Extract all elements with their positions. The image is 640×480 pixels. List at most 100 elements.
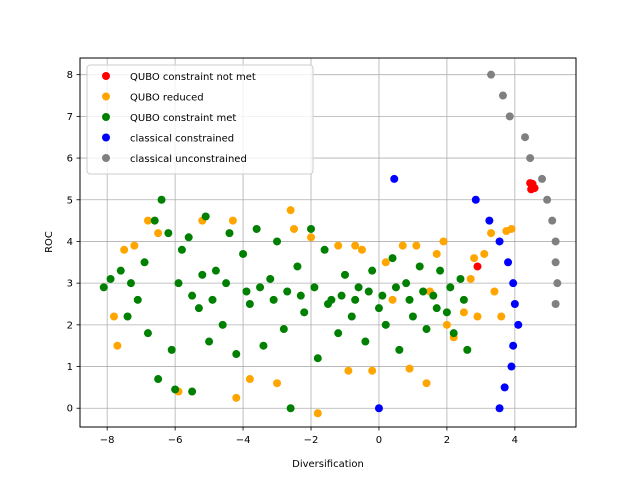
data-point bbox=[507, 224, 516, 233]
data-point bbox=[398, 241, 407, 250]
data-point bbox=[201, 212, 210, 221]
data-point bbox=[551, 258, 560, 267]
data-point bbox=[232, 393, 241, 402]
data-point bbox=[354, 283, 363, 292]
data-point bbox=[154, 375, 163, 384]
data-point bbox=[188, 387, 197, 396]
x-axis-title: Diversification bbox=[292, 459, 364, 470]
data-point bbox=[300, 308, 309, 317]
data-point bbox=[273, 379, 282, 388]
data-point bbox=[313, 409, 322, 418]
data-point bbox=[422, 325, 431, 334]
data-point bbox=[164, 229, 173, 238]
data-points bbox=[99, 70, 562, 418]
data-point bbox=[388, 295, 397, 304]
data-point bbox=[378, 291, 387, 300]
data-point bbox=[252, 224, 261, 233]
data-point bbox=[357, 245, 366, 254]
data-point bbox=[510, 300, 519, 308]
data-point bbox=[456, 274, 465, 283]
data-point bbox=[232, 350, 241, 359]
data-point bbox=[361, 337, 370, 346]
data-point bbox=[113, 341, 122, 350]
y-tick-label: 7 bbox=[67, 112, 73, 123]
y-tick-label: 6 bbox=[67, 154, 73, 165]
data-point bbox=[436, 266, 445, 275]
data-point bbox=[473, 262, 482, 271]
y-axis: 0 1 2 3 4 5 6 7 8 bbox=[67, 70, 80, 415]
data-point bbox=[514, 320, 523, 329]
y-tick-label: 5 bbox=[67, 195, 73, 206]
data-point bbox=[500, 383, 509, 392]
data-point bbox=[374, 304, 383, 313]
data-point bbox=[495, 237, 504, 246]
y-tick-label: 0 bbox=[67, 404, 73, 415]
data-point bbox=[194, 304, 203, 313]
data-point bbox=[269, 295, 278, 304]
data-point bbox=[449, 329, 458, 338]
data-point bbox=[521, 133, 530, 142]
data-point bbox=[116, 266, 125, 275]
x-tick-label: −4 bbox=[236, 435, 251, 446]
data-point bbox=[364, 287, 373, 296]
data-point bbox=[553, 279, 562, 288]
legend-box bbox=[86, 64, 314, 175]
data-point bbox=[374, 404, 383, 413]
data-point bbox=[143, 329, 152, 338]
data-point bbox=[526, 154, 535, 163]
data-point bbox=[507, 362, 516, 371]
legend-label: QUBO constraint met bbox=[130, 113, 236, 124]
data-point bbox=[412, 241, 421, 250]
data-point bbox=[184, 233, 193, 242]
data-point bbox=[429, 291, 438, 300]
data-point bbox=[225, 229, 234, 238]
data-point bbox=[286, 404, 295, 413]
data-point bbox=[459, 295, 468, 304]
data-point bbox=[470, 254, 479, 263]
data-point bbox=[408, 312, 417, 321]
data-point bbox=[490, 287, 499, 296]
data-point bbox=[446, 283, 455, 292]
data-point bbox=[307, 224, 316, 233]
y-tick-label: 4 bbox=[67, 237, 73, 248]
data-point bbox=[351, 295, 360, 304]
data-point bbox=[439, 237, 448, 246]
data-point bbox=[174, 279, 183, 288]
data-point bbox=[157, 195, 166, 204]
data-point bbox=[487, 70, 496, 79]
data-point bbox=[310, 283, 319, 292]
data-point bbox=[351, 241, 360, 250]
data-point bbox=[167, 345, 176, 354]
data-point bbox=[205, 337, 214, 346]
data-point bbox=[130, 241, 139, 250]
data-point bbox=[473, 312, 482, 321]
x-axis: −8 −6 −4 −2 0 2 4 bbox=[100, 427, 518, 446]
data-point bbox=[509, 341, 518, 350]
x-tick-label: −8 bbox=[100, 435, 115, 446]
legend-marker bbox=[102, 154, 110, 162]
data-point bbox=[198, 270, 207, 279]
legend-marker bbox=[102, 113, 110, 121]
data-point bbox=[504, 258, 513, 267]
data-point bbox=[381, 320, 390, 329]
data-point bbox=[405, 295, 414, 304]
data-point bbox=[188, 291, 197, 300]
data-point bbox=[239, 249, 248, 258]
data-point bbox=[99, 283, 108, 292]
data-point bbox=[480, 249, 489, 258]
data-point bbox=[259, 341, 268, 350]
data-point bbox=[459, 308, 468, 317]
data-point bbox=[347, 312, 356, 321]
data-point bbox=[402, 279, 411, 288]
data-point bbox=[388, 254, 397, 263]
data-point bbox=[463, 345, 472, 354]
data-point bbox=[551, 300, 560, 308]
data-point bbox=[419, 287, 428, 296]
data-point bbox=[405, 364, 414, 373]
data-point bbox=[415, 262, 424, 271]
legend-label: QUBO constraint not met bbox=[130, 72, 256, 83]
data-point bbox=[324, 300, 332, 308]
data-point bbox=[497, 312, 506, 321]
data-point bbox=[320, 245, 329, 254]
legend-label: QUBO reduced bbox=[130, 93, 204, 104]
